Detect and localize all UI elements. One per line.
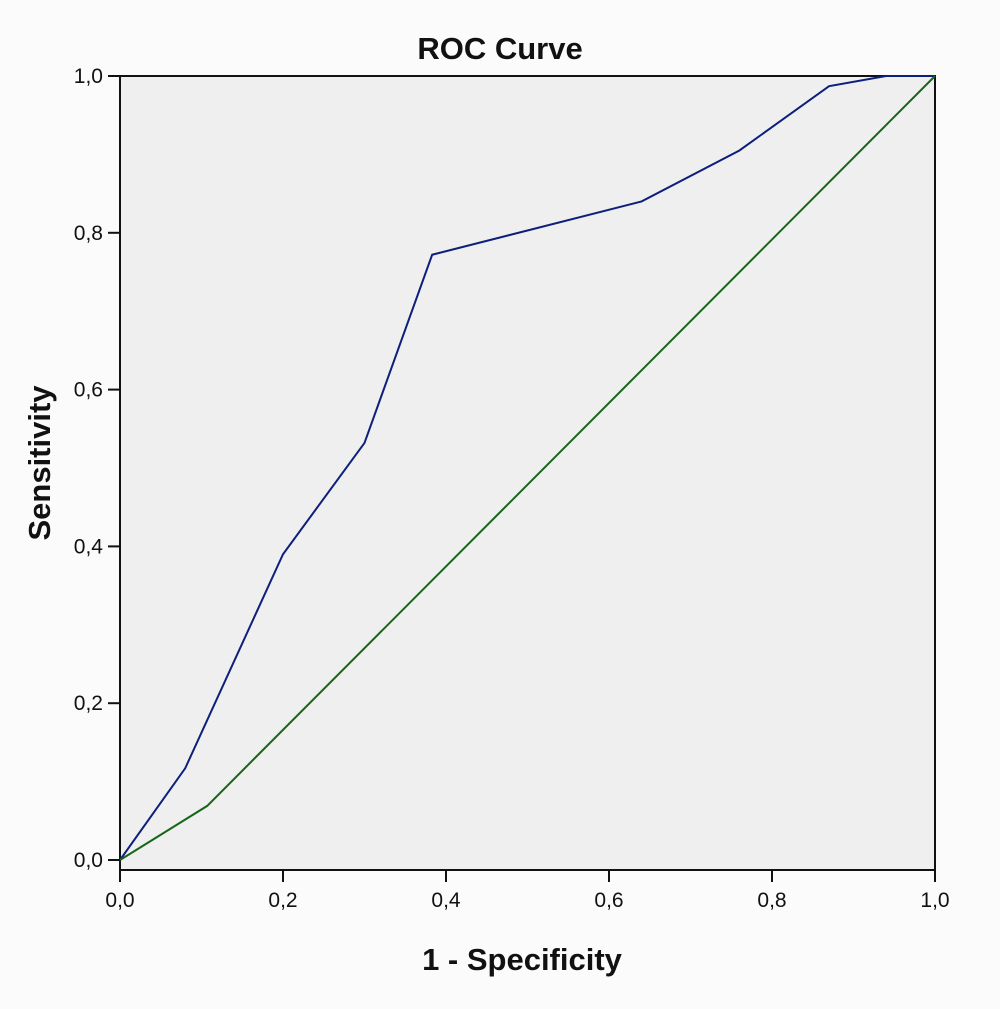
y-tick-label: 0,2 — [74, 692, 103, 715]
roc-curve-line — [119, 75, 935, 861]
reference-line — [119, 75, 936, 861]
x-axis-label: 1 - Specificity — [422, 942, 623, 977]
x-tick-label: 0,4 — [431, 889, 461, 912]
y-axis-label: Sensitivity — [22, 385, 57, 541]
x-tick-label: 0,8 — [757, 889, 786, 912]
y-tick-label: 0,4 — [74, 535, 104, 558]
y-tick-label: 0,6 — [74, 379, 103, 402]
chart-title: ROC Curve — [417, 31, 582, 66]
y-tick-label: 0,0 — [74, 849, 103, 872]
x-tick-label: 0,6 — [594, 889, 623, 912]
x-tick-label: 1,0 — [920, 889, 949, 912]
x-tick-label: 0,0 — [105, 889, 134, 912]
x-tick-label: 0,2 — [268, 889, 297, 912]
y-tick-label: 0,8 — [74, 222, 103, 245]
plot-area — [119, 75, 936, 871]
y-tick-label: 1,0 — [74, 65, 103, 88]
